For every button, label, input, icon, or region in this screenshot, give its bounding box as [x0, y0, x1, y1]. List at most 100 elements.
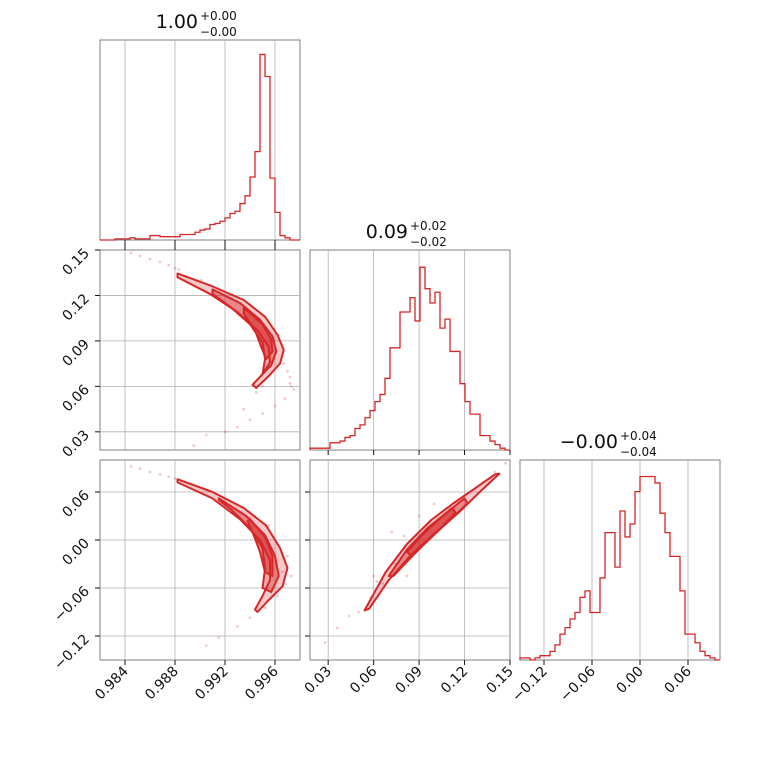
y-tick-label: 0.06	[59, 487, 92, 520]
x-tick-label: −0.12	[509, 664, 551, 706]
x-tick-label: 0.988	[142, 664, 182, 704]
histogram-1	[309, 266, 510, 451]
sample-point	[138, 467, 142, 471]
sample-point	[177, 268, 181, 272]
sample-point	[282, 362, 286, 366]
sample-point	[347, 614, 351, 618]
y-tick-label: 0.03	[59, 427, 92, 460]
sample-point	[263, 606, 267, 610]
title-minus-2: −0.04	[620, 445, 657, 459]
sample-point	[286, 554, 289, 558]
hist-panel-0	[99, 39, 301, 241]
y-tick-label: 0.15	[59, 246, 92, 279]
sample-point	[381, 582, 385, 586]
panel-title-0: 1.00	[156, 11, 198, 33]
sample-point	[236, 425, 239, 429]
title-plus-2: +0.04	[620, 429, 657, 443]
title-plus-1: +0.02	[410, 219, 447, 233]
sample-point	[390, 530, 394, 534]
scatter-panel-2	[309, 459, 511, 661]
sample-point	[167, 263, 171, 267]
sample-point	[276, 594, 279, 598]
sample-point	[129, 465, 133, 468]
sample-point	[204, 644, 208, 647]
sample-point	[405, 574, 409, 578]
sample-point	[286, 369, 289, 373]
hist-panel-2	[519, 459, 721, 661]
sample-point	[138, 254, 142, 258]
sample-point	[248, 616, 252, 619]
sample-point	[173, 266, 177, 270]
x-tick-label: 0.06	[347, 663, 380, 696]
sample-point	[357, 610, 360, 614]
sample-point	[432, 502, 436, 506]
sample-point	[248, 418, 252, 422]
y-tick-label: 0.12	[59, 291, 92, 324]
sample-point	[223, 430, 227, 434]
sample-point	[417, 514, 421, 518]
scatter-panel-0	[99, 249, 301, 451]
hist-panel-0-frame	[99, 39, 301, 241]
sample-point	[289, 384, 293, 388]
contour-level-2	[405, 507, 457, 557]
y-tick-label: 0.06	[59, 382, 92, 415]
histogram-2	[519, 475, 720, 661]
sample-point	[148, 257, 152, 261]
sample-point	[158, 260, 162, 264]
panel-title-1: 0.09	[366, 221, 408, 243]
sample-point	[236, 625, 239, 628]
sample-point	[323, 641, 327, 644]
scatter-panel-2-frame	[309, 459, 511, 661]
hist-panel-1-frame	[309, 249, 511, 451]
title-minus-1: −0.02	[410, 235, 447, 249]
sample-point	[148, 470, 152, 474]
sample-point	[281, 570, 284, 574]
sample-point	[167, 475, 171, 479]
y-tick-label: −0.06	[51, 583, 93, 625]
x-tick-label: 0.996	[242, 663, 282, 703]
contour-level-2	[242, 306, 274, 361]
x-tick-label: 0.992	[192, 664, 232, 704]
y-tick-label: 0.00	[59, 536, 92, 569]
sample-point	[129, 251, 133, 255]
scatter-panel-1	[99, 459, 301, 661]
sample-point	[283, 397, 287, 400]
title-plus-0: +0.00	[200, 9, 237, 23]
x-tick-label: 0.06	[661, 663, 694, 696]
sample-point	[335, 626, 339, 630]
sample-point	[261, 412, 264, 416]
sample-point	[402, 534, 406, 538]
sample-point	[192, 444, 196, 447]
x-tick-label: 0.00	[613, 664, 646, 697]
sample-point	[372, 574, 376, 578]
sample-point	[204, 433, 208, 437]
sample-point	[217, 636, 221, 639]
sample-point	[292, 387, 296, 391]
x-tick-label: 0.12	[438, 664, 471, 697]
sample-point	[173, 477, 177, 480]
sample-point	[242, 407, 246, 411]
sample-point	[289, 574, 293, 578]
x-tick-label: −0.06	[557, 663, 599, 705]
hist-panel-1	[309, 249, 511, 451]
x-tick-label: 0.03	[302, 664, 335, 697]
sample-point	[267, 524, 271, 527]
title-minus-0: −0.00	[200, 25, 237, 39]
panels: 1.00 +0.00−0.000.09 +0.02−0.02−0.00 +0.04−0…	[51, 9, 721, 706]
panel-title-2: −0.00	[560, 431, 618, 453]
y-tick-label: −0.12	[51, 632, 93, 674]
sample-point	[158, 473, 162, 476]
sample-point	[504, 461, 507, 465]
sample-point	[288, 381, 292, 385]
sample-point	[261, 384, 264, 388]
sample-point	[254, 391, 258, 394]
sample-point	[288, 375, 292, 379]
x-tick-label: 0.984	[92, 663, 132, 703]
contour-level-2	[246, 518, 274, 577]
sample-point	[375, 580, 379, 583]
sample-point	[493, 470, 497, 474]
y-tick-label: 0.09	[59, 336, 92, 369]
histogram-0	[100, 53, 300, 241]
sample-point	[273, 404, 277, 408]
